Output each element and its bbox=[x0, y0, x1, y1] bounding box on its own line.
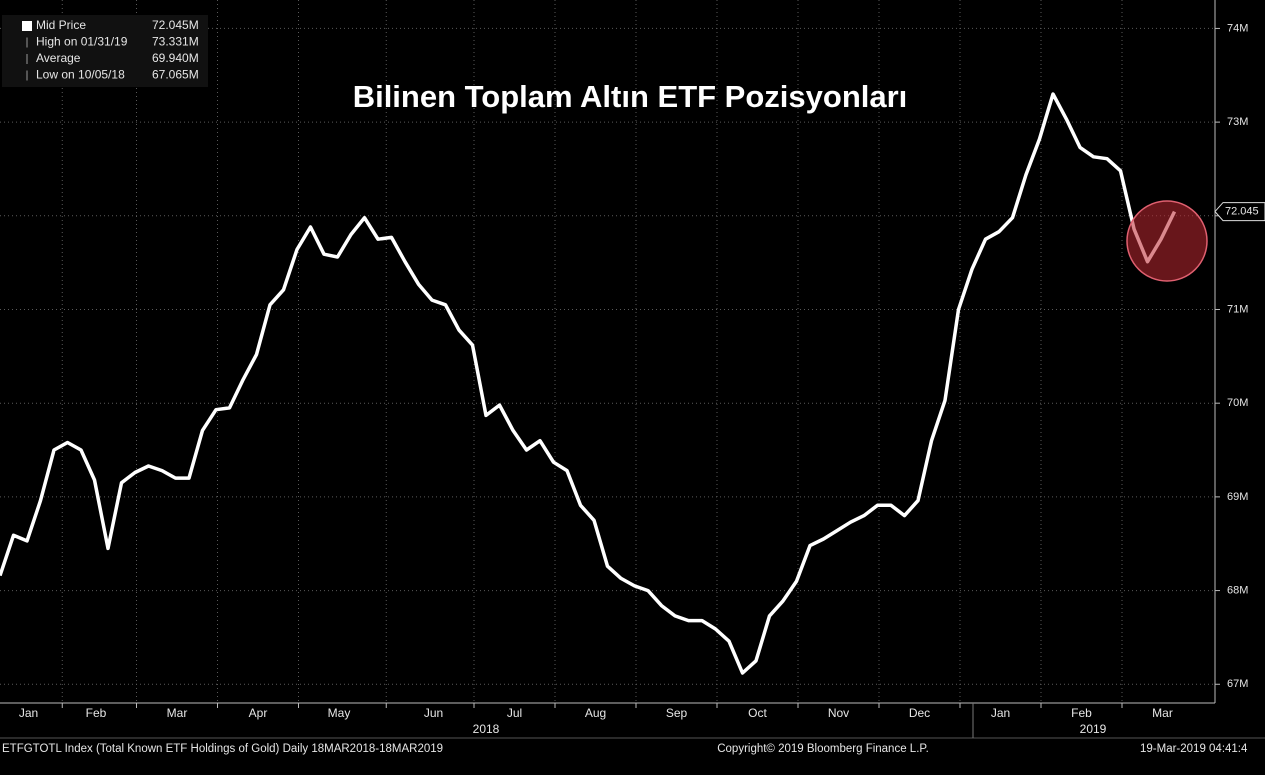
y-tick-label: 70M bbox=[1227, 397, 1248, 409]
legend-value: 72.045M bbox=[152, 18, 199, 32]
footer-center: Copyright© 2019 Bloomberg Finance L.P. bbox=[717, 743, 929, 755]
footer-left: ETFGTOTL Index (Total Known ETF Holdings… bbox=[2, 743, 443, 755]
y-tick-label: 68M bbox=[1227, 584, 1248, 596]
y-tick-label: 74M bbox=[1227, 22, 1248, 34]
x-tick-label: Apr bbox=[249, 706, 268, 720]
last-value-tag bbox=[1214, 202, 1265, 222]
legend-label: High on 01/31/19 bbox=[36, 35, 128, 49]
x-tick-label: Feb bbox=[1071, 706, 1092, 720]
legend-value: 69.940M bbox=[152, 51, 199, 65]
plot bbox=[0, 92, 1177, 675]
x-tick-label: Sep bbox=[666, 706, 688, 720]
x-tick-label: Jan bbox=[991, 706, 1010, 720]
highlight-circle bbox=[1126, 200, 1208, 282]
legend-value: 67.065M bbox=[152, 68, 199, 82]
x-tick-label: Aug bbox=[585, 706, 606, 720]
x-tick-label: Mar bbox=[1152, 706, 1173, 720]
x-tick-label: Nov bbox=[828, 706, 849, 720]
legend-box bbox=[2, 15, 208, 87]
x-tick-label: Jan bbox=[19, 706, 38, 720]
x-tick-label: Jun bbox=[424, 706, 443, 720]
legend-label: Mid Price bbox=[36, 18, 86, 32]
x-tick-label: Oct bbox=[748, 706, 767, 720]
legend-label: Low on 10/05/18 bbox=[36, 68, 125, 82]
year-label: 2018 bbox=[473, 722, 500, 736]
year-label: 2019 bbox=[1080, 722, 1107, 736]
x-tick-label: Jul bbox=[507, 706, 522, 720]
price-line bbox=[0, 92, 1177, 675]
footer-right: 19-Mar-2019 04:41:4 bbox=[1140, 743, 1248, 755]
y-tick-label: 67M bbox=[1227, 678, 1248, 690]
legend-value: 73.331M bbox=[152, 35, 199, 49]
x-tick-label: Dec bbox=[909, 706, 930, 720]
legend-label: Average bbox=[36, 51, 81, 65]
last-value-label: 72.045 bbox=[1225, 205, 1259, 217]
x-tick-label: May bbox=[328, 706, 351, 720]
legend: Mid Price 72.045M High on 01/31/19 73.331M A… bbox=[22, 18, 199, 82]
chart-title: Bilinen Toplam Altın ETF Pozisyonları bbox=[353, 79, 908, 114]
y-tick-label: 71M bbox=[1227, 303, 1248, 315]
y-tick-label: 69M bbox=[1227, 491, 1248, 503]
x-tick-label: Mar bbox=[167, 706, 188, 720]
legend-swatch bbox=[22, 21, 32, 31]
y-tick-label: 73M bbox=[1227, 116, 1248, 128]
x-tick-label: Feb bbox=[86, 706, 107, 720]
